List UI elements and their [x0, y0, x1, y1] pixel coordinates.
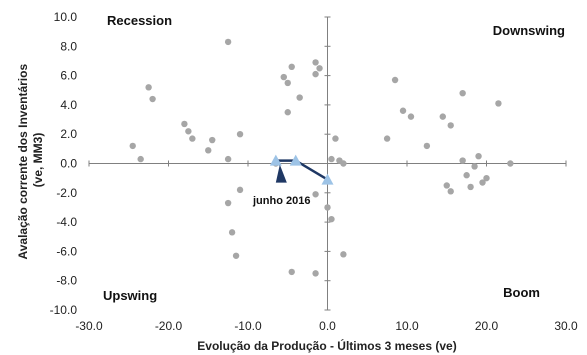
data-point: [205, 147, 212, 154]
data-point: [224, 155, 232, 163]
y-tick-label: -8.0: [56, 274, 77, 288]
data-point: [439, 113, 446, 120]
data-point: [236, 131, 244, 138]
data-point: [495, 100, 502, 107]
data-point: [228, 229, 236, 236]
quadrant-label-recession: Recession: [107, 13, 172, 28]
data-point: [328, 155, 335, 163]
data-point: [467, 183, 474, 191]
x-tick-label: -30.0: [75, 319, 103, 333]
y-tick-label: 4.0: [60, 98, 77, 112]
quadrant-label-boom: Boom: [503, 285, 540, 300]
y-tick-label: 10.0: [54, 10, 78, 24]
y-tick-label: -2.0: [56, 186, 77, 200]
data-point: [447, 122, 454, 129]
data-point: [475, 152, 482, 160]
trajectory-marker: [321, 173, 334, 185]
annotation-label: junho 2016: [252, 195, 310, 207]
data-point: [328, 215, 335, 223]
data-point: [391, 76, 399, 84]
data-point: [224, 38, 232, 46]
annotation-arrow: [275, 164, 287, 183]
data-point: [209, 136, 216, 144]
data-point: [185, 128, 192, 135]
data-point: [181, 120, 188, 128]
data-point: [459, 157, 466, 164]
data-point: [383, 135, 391, 142]
x-tick-label: 20.0: [475, 319, 499, 333]
data-point: [340, 160, 347, 167]
data-point: [332, 135, 339, 142]
data-point: [312, 191, 319, 198]
trajectory-marker: [269, 154, 282, 166]
data-point: [288, 63, 295, 71]
x-tick-label: 0.0: [319, 319, 336, 333]
axes-layer: 10.0 8.0 6.0 4.0 2.0 0.0 -2.0 -4.0 -6.0 -8.0 -10.0…: [50, 10, 578, 333]
x-axis-title: Evolução da Produção - Últimos 3 meses (…: [197, 338, 456, 353]
data-point: [407, 113, 415, 120]
y-axis-title-line-1: Avalação corrente dos Inventários: [16, 64, 30, 260]
data-point: [463, 172, 470, 179]
x-tick-label: -20.0: [155, 319, 183, 333]
quadrant-label-downswing: Downswing: [493, 23, 565, 38]
trajectory-marker: [289, 154, 302, 166]
data-point: [296, 94, 303, 101]
y-tick-label: 2.0: [60, 127, 77, 141]
y-tick-label: 8.0: [60, 39, 77, 53]
x-tick-label: 10.0: [395, 319, 419, 333]
y-tick-label: -10.0: [50, 303, 78, 317]
y-axis-title-line-2: (ve, MM3): [31, 133, 45, 188]
data-point: [280, 73, 287, 81]
data-point: [316, 65, 323, 72]
data-point: [399, 107, 407, 114]
data-point: [189, 135, 196, 142]
data-point: [149, 95, 156, 103]
data-point: [312, 70, 319, 78]
data-point: [479, 179, 486, 186]
data-point: [236, 186, 244, 194]
data-point: [471, 163, 478, 170]
data-point: [324, 204, 331, 211]
y-tick-label: 6.0: [60, 69, 77, 83]
data-point: [312, 59, 319, 66]
trajectory-layer: [269, 154, 334, 185]
data-point: [137, 155, 144, 163]
data-point: [312, 270, 319, 277]
y-axis-title: Avalação corrente dos Inventários (ve, M…: [16, 61, 45, 260]
data-point: [288, 268, 295, 276]
quadrant-label-upswing: Upswing: [103, 288, 157, 303]
data-point: [447, 188, 454, 195]
data-point: [459, 89, 466, 97]
data-point: [507, 160, 514, 167]
data-point: [284, 79, 291, 87]
data-point: [483, 174, 490, 182]
data-point: [423, 142, 431, 150]
data-point: [340, 251, 347, 258]
x-tick-label: -10.0: [234, 319, 262, 333]
data-point: [284, 109, 291, 116]
data-point: [443, 182, 450, 189]
points-layer: [129, 38, 514, 277]
y-tick-label: -4.0: [56, 215, 77, 229]
data-point: [145, 84, 152, 91]
data-point: [224, 199, 232, 207]
x-tick-label: 30.0: [554, 319, 578, 333]
data-point: [129, 142, 136, 150]
data-point: [232, 252, 240, 259]
y-tick-label: -6.0: [56, 244, 77, 258]
y-tick-label: 0.0: [60, 157, 77, 171]
